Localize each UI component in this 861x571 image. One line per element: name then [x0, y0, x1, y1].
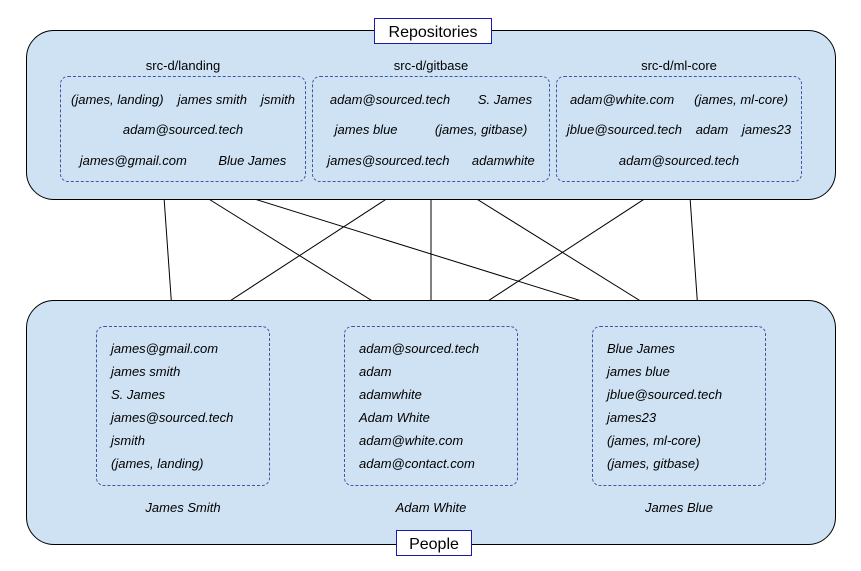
repo-item: adam@sourced.tech	[330, 92, 450, 107]
repo-item: jsmith	[261, 92, 295, 107]
person-item: james smith	[111, 364, 255, 379]
person-item: adam@sourced.tech	[359, 341, 503, 356]
bottom-title: People	[396, 530, 472, 556]
person-box: james@gmail.com james smith S. James james@…	[96, 326, 270, 486]
repo-label: src-d/ml-core	[641, 58, 717, 73]
repo-label: src-d/gitbase	[394, 58, 468, 73]
person-box: adam@sourced.tech adam adamwhite Adam White…	[344, 326, 518, 486]
person-label: James Smith	[145, 500, 220, 515]
repo-item: adamwhite	[472, 153, 535, 168]
person-label: James Blue	[645, 500, 713, 515]
person-item: james@sourced.tech	[111, 410, 255, 425]
person-item: Adam White	[359, 410, 503, 425]
repo-box: adam@sourced.tech S. James james blue (jame…	[312, 76, 550, 182]
person-box: Blue James james blue jblue@sourced.tech ja…	[592, 326, 766, 486]
person-item: (james, ml-core)	[607, 433, 751, 448]
repo-item: (james, gitbase)	[435, 122, 527, 137]
person-item: james@gmail.com	[111, 341, 255, 356]
diagram-stage: Repositories People src-d/landing (james, l…	[0, 0, 861, 571]
person-item: S. James	[111, 387, 255, 402]
repo-item: james@sourced.tech	[327, 153, 449, 168]
person-item: james23	[607, 410, 751, 425]
repo-item: (james, ml-core)	[694, 92, 788, 107]
person-item: (james, gitbase)	[607, 456, 751, 471]
person-item: Blue James	[607, 341, 751, 356]
person-label: Adam White	[396, 500, 467, 515]
repo-item: (james, landing)	[71, 92, 164, 107]
repo-box: adam@white.com (james, ml-core) jblue@sour…	[556, 76, 802, 182]
repo-item: adam@sourced.tech	[123, 122, 243, 137]
repo-item: Blue James	[218, 153, 286, 168]
person-item: jsmith	[111, 433, 255, 448]
person-item: adam	[359, 364, 503, 379]
repo-item: adam@sourced.tech	[619, 153, 739, 168]
repo-item: james@gmail.com	[80, 153, 187, 168]
repo-item: adam@white.com	[570, 92, 674, 107]
person-item: adamwhite	[359, 387, 503, 402]
person-item: james blue	[607, 364, 751, 379]
repo-item: jblue@sourced.tech	[567, 122, 682, 137]
repo-item: adam	[696, 122, 729, 137]
top-title: Repositories	[374, 18, 492, 44]
repo-item: james smith	[178, 92, 247, 107]
repo-item: james blue	[335, 122, 398, 137]
person-item: jblue@sourced.tech	[607, 387, 751, 402]
repo-item: james23	[742, 122, 791, 137]
person-item: (james, landing)	[111, 456, 255, 471]
repo-item: S. James	[478, 92, 532, 107]
person-item: adam@white.com	[359, 433, 503, 448]
repo-label: src-d/landing	[146, 58, 220, 73]
person-item: adam@contact.com	[359, 456, 503, 471]
repo-box: (james, landing) james smith jsmith adam@so…	[60, 76, 306, 182]
